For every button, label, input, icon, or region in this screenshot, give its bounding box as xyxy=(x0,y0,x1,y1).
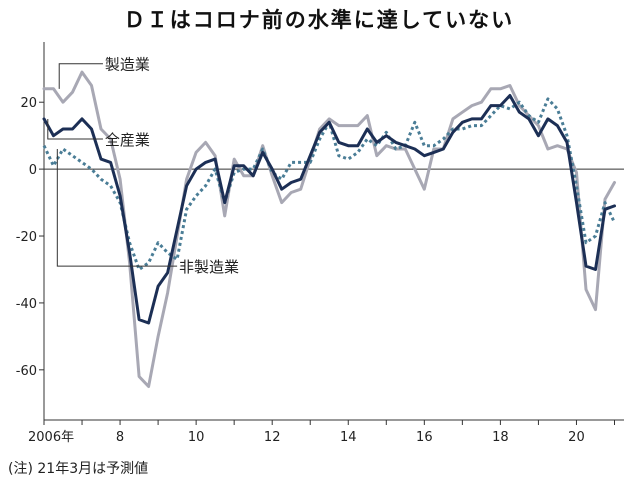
x-tick-label: 20 xyxy=(568,430,585,445)
series-line-all-industries xyxy=(42,94,616,325)
series-layer xyxy=(42,70,616,388)
x-tick-label: 14 xyxy=(340,430,357,445)
y-tick-label: 0 xyxy=(29,163,37,178)
footnote: (注) 21年3月は予測値 xyxy=(8,461,149,477)
label-all-industries: 全産業 xyxy=(105,131,150,149)
y-tick-label: -20 xyxy=(16,230,37,245)
y-tick-label: -40 xyxy=(16,297,37,312)
series-line-manufacturing xyxy=(42,70,616,388)
label-non-manufacturing: 非製造業 xyxy=(179,258,239,276)
x-tick-label: 16 xyxy=(416,430,433,445)
leader-line-manufacturing xyxy=(58,63,103,89)
axes: 20 0 -20 -40 -60 2006年 8 10 12 14 16 18 20 xyxy=(16,42,624,445)
label-manufacturing: 製造業 xyxy=(105,56,150,74)
chart-title: ＤＩはコロナ前の水準に達していない xyxy=(123,8,515,32)
y-tick-label: 20 xyxy=(20,96,37,111)
x-tick-label: 2006年 xyxy=(28,430,74,445)
leader-line-all-industries xyxy=(47,118,103,140)
x-tick-label: 12 xyxy=(264,430,281,445)
x-tick-label: 8 xyxy=(116,430,124,445)
x-tick-label: 10 xyxy=(188,430,205,445)
leader-line-non-manufacturing xyxy=(56,149,178,267)
x-tick-label: 18 xyxy=(492,430,509,445)
y-tick-label: -60 xyxy=(16,364,37,379)
